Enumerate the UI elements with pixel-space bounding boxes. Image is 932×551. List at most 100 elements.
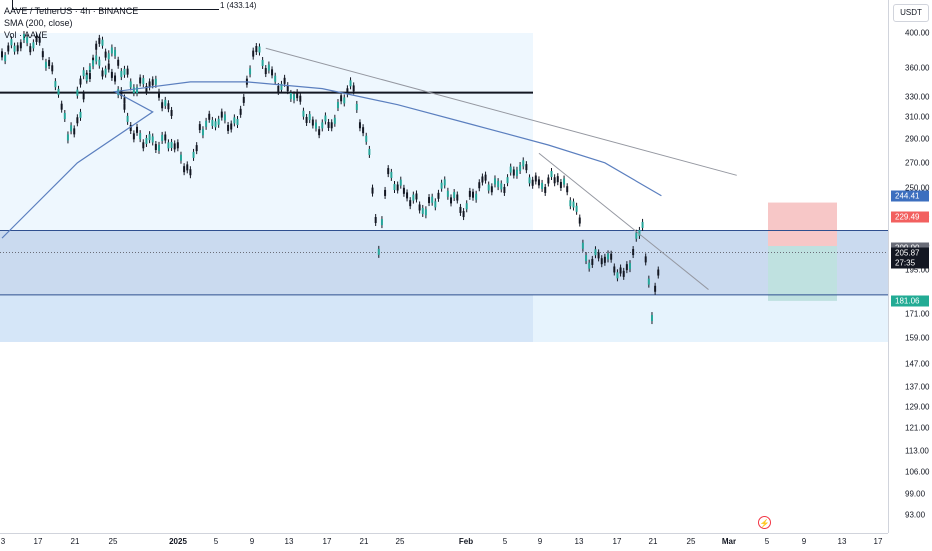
sma-legend[interactable]: SMA (200, close) <box>4 18 73 28</box>
candle-body <box>107 53 110 60</box>
candle-body <box>255 46 258 53</box>
time-tick: 9 <box>249 537 255 546</box>
candle-body <box>299 95 302 102</box>
time-tick: 13 <box>284 537 294 546</box>
candle-body <box>311 119 314 126</box>
time-tick: 9 <box>537 537 543 546</box>
candle-body <box>330 122 333 129</box>
candle-body <box>139 77 142 84</box>
candle-body <box>453 192 456 199</box>
candle-body <box>418 204 421 211</box>
candle-body <box>161 102 164 109</box>
candle-body <box>173 143 176 150</box>
candle-body <box>1 51 3 58</box>
candle-body <box>274 75 277 82</box>
candle-body <box>208 113 211 120</box>
candle-body <box>462 211 465 218</box>
price-axis[interactable]: USDT 400.00 360.00 330.00 310.00 290.00 270.0… <box>888 0 932 533</box>
candle-body <box>161 134 164 141</box>
candle-body <box>98 37 101 44</box>
candle-body <box>506 177 509 184</box>
candle-body <box>217 118 220 125</box>
candle-body <box>588 262 591 269</box>
candle-body <box>277 85 280 92</box>
candle-body <box>647 278 650 285</box>
candle-body <box>170 109 173 116</box>
candle-body <box>644 256 647 263</box>
candle-body <box>336 102 339 109</box>
candle-body <box>289 92 292 99</box>
candle-body <box>365 135 368 142</box>
price-chart[interactable]: 1 (433.14) AAVE / TetherUS · 4h · BINANC… <box>0 0 888 533</box>
price-tag: 205.87 <box>891 247 929 259</box>
candle-body <box>387 168 390 175</box>
candle-body <box>123 68 126 75</box>
candle-body <box>390 171 393 178</box>
candle-body <box>164 99 167 106</box>
price-tick: 330.00 <box>905 92 930 102</box>
candle-body <box>151 136 154 143</box>
candle-body <box>195 145 198 152</box>
time-tick: 21 <box>70 537 80 546</box>
candle-body <box>48 60 51 67</box>
sma-line <box>1 81 662 239</box>
candle-body <box>603 256 606 263</box>
candle-body <box>487 184 490 191</box>
candle-body <box>509 166 512 173</box>
price-tick: 121.00 <box>905 423 930 433</box>
candle-body <box>223 114 226 121</box>
candle-body <box>355 103 358 110</box>
candle-body <box>619 267 622 274</box>
candle-body <box>201 129 204 136</box>
candle-body <box>399 179 402 186</box>
candle-body <box>591 258 594 265</box>
time-axis[interactable]: 3 17 21 25 2025 5 9 13 17 21 25 Feb 5 9 13 17 21 25 Mar 5 9 1… <box>0 533 888 551</box>
candle-body <box>54 81 57 88</box>
candle-body <box>95 43 98 50</box>
candle-body <box>82 70 85 77</box>
candle-body <box>104 68 107 75</box>
candle-body <box>302 110 305 117</box>
candle-body <box>230 123 233 130</box>
time-tick: 17 <box>612 537 622 546</box>
candle-body <box>73 128 76 135</box>
candle-body <box>76 89 79 96</box>
candle-body <box>44 61 47 68</box>
candle-body <box>114 49 117 56</box>
price-tag: 244.41 <box>891 190 929 202</box>
time-tick: 13 <box>574 537 584 546</box>
candle-body <box>428 197 431 204</box>
volume-legend[interactable]: Vol · AAVE <box>4 30 48 40</box>
chart-canvas[interactable] <box>0 0 888 533</box>
candle-body <box>101 70 104 77</box>
currency-unit-button[interactable]: USDT <box>893 4 929 22</box>
time-tick: 5 <box>764 537 770 546</box>
candle-body <box>406 192 409 199</box>
flash-icon[interactable]: ⚡ <box>758 516 771 529</box>
candle-body <box>236 119 239 126</box>
candle-body <box>79 78 82 85</box>
candle-body <box>136 87 139 94</box>
candle-body <box>183 166 186 173</box>
candle-body <box>585 255 588 262</box>
candle-body <box>371 187 374 194</box>
candle-body <box>4 55 7 62</box>
candle-body <box>51 65 54 72</box>
symbol-legend[interactable]: AAVE / TetherUS · 4h · BINANCE <box>4 6 139 16</box>
candle-body <box>142 78 145 85</box>
candle-body <box>421 207 424 214</box>
candle-body <box>597 252 600 259</box>
trendline <box>265 47 737 176</box>
candle-body <box>132 87 135 94</box>
candle-body <box>544 186 547 193</box>
time-tick: 21 <box>359 537 369 546</box>
candle-body <box>500 183 503 190</box>
candle-body <box>264 68 267 75</box>
candle-body <box>308 114 311 121</box>
candle-body <box>283 77 286 84</box>
candle-body <box>537 179 540 186</box>
price-tag: 181.06 <box>891 295 929 307</box>
candle-body <box>120 71 123 78</box>
candle-body <box>318 129 321 136</box>
candle-body <box>242 96 245 103</box>
